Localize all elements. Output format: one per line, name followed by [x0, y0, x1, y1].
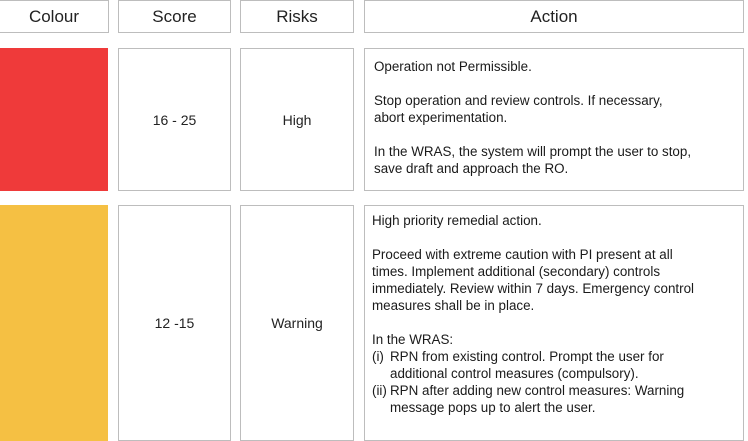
- score-cell: 16 - 25: [118, 48, 231, 191]
- action-text: High priority remedial action.: [372, 213, 542, 228]
- list-text: RPN after adding new control measures: W…: [390, 383, 685, 398]
- risk-cell: Warning: [240, 205, 354, 441]
- header-risks: Risks: [240, 0, 354, 33]
- list-item: message pops up to alert the user.: [372, 399, 735, 416]
- action-text: In the WRAS, the system will prompt the …: [374, 144, 692, 159]
- header-colour: Colour: [0, 0, 109, 33]
- action-text: immediately. Review within 7 days. Emerg…: [372, 281, 694, 296]
- action-text: measures shall be in place.: [372, 298, 535, 313]
- action-text: save draft and approach the RO.: [374, 161, 569, 176]
- colour-swatch-red: [0, 48, 108, 191]
- list-marker: (ii): [372, 383, 387, 398]
- list-text: additional control measures (compulsory)…: [390, 366, 639, 381]
- header-action: Action: [364, 0, 744, 33]
- risk-cell: High: [240, 48, 354, 191]
- list-marker: (i): [372, 349, 384, 364]
- list-item: (i) RPN from existing control. Prompt th…: [372, 348, 735, 365]
- action-cell: High priority remedial action. Proceed w…: [364, 205, 744, 441]
- score-cell: 12 -15: [118, 205, 231, 441]
- action-text: In the WRAS:: [372, 332, 454, 347]
- action-text: Operation not Permissible.: [374, 59, 532, 74]
- list-text: message pops up to alert the user.: [390, 400, 596, 415]
- action-cell: Operation not Permissible. Stop operatio…: [364, 48, 744, 191]
- list-text: RPN from existing control. Prompt the us…: [390, 349, 664, 364]
- action-text: Stop operation and review controls. If n…: [374, 93, 663, 108]
- header-score: Score: [118, 0, 231, 33]
- action-text: abort experimentation.: [374, 110, 508, 125]
- list-item: additional control measures (compulsory)…: [372, 365, 735, 382]
- colour-swatch-amber: [0, 205, 108, 441]
- list-item: (ii) RPN after adding new control measur…: [372, 382, 735, 399]
- action-text: times. Implement additional (secondary) …: [372, 264, 661, 279]
- action-text: Proceed with extreme caution with PI pre…: [372, 247, 673, 262]
